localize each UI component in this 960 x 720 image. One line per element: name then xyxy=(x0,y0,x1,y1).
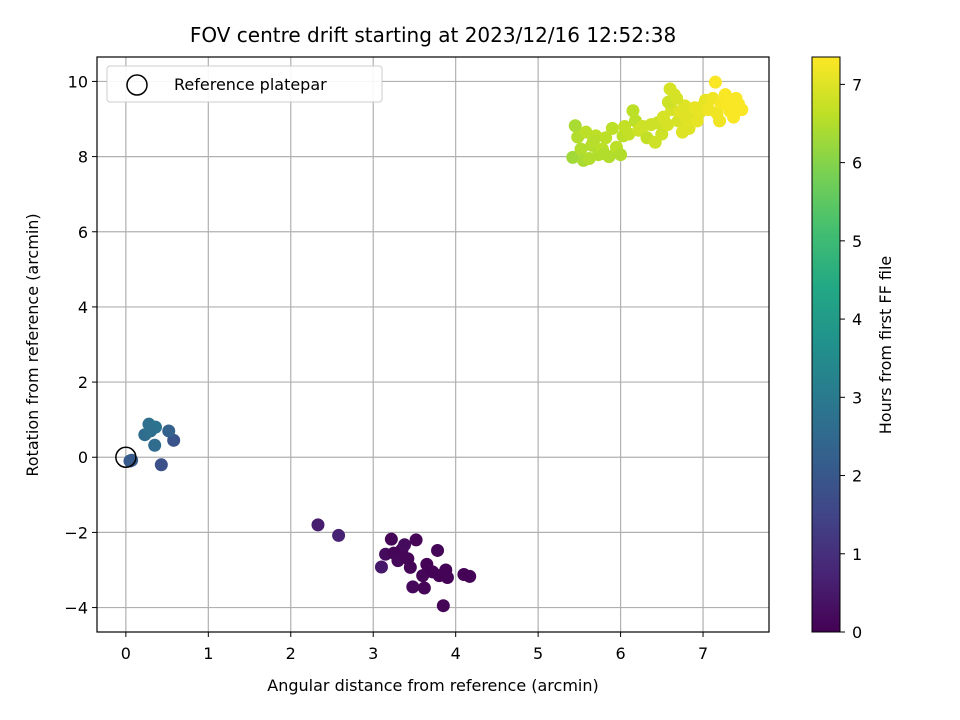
data-point xyxy=(162,424,176,438)
x-tick-label: 6 xyxy=(615,644,625,663)
y-tick-label: 4 xyxy=(78,298,88,317)
legend-box xyxy=(106,65,383,103)
data-point xyxy=(579,125,593,139)
colorbar-tick-label: 3 xyxy=(852,388,862,407)
y-tick-label: 6 xyxy=(78,223,88,242)
data-point xyxy=(431,543,445,557)
data-point xyxy=(718,88,732,102)
data-point xyxy=(416,569,430,583)
data-point xyxy=(614,148,628,162)
data-point xyxy=(574,142,588,156)
data-point xyxy=(406,580,420,594)
data-point xyxy=(586,135,600,149)
colorbar-tick-label: 1 xyxy=(852,545,862,564)
data-point xyxy=(568,119,582,133)
data-point xyxy=(436,599,450,613)
x-tick-label: 1 xyxy=(203,644,213,663)
data-point xyxy=(374,560,388,574)
y-tick-label: −2 xyxy=(64,523,88,542)
data-point xyxy=(144,424,158,438)
y-tick-label: 2 xyxy=(78,373,88,392)
x-tick-label: 4 xyxy=(451,644,461,663)
chart-title: FOV centre drift starting at 2023/12/16 … xyxy=(190,23,676,47)
x-axis-ticks: 0 1 2 3 4 5 6 7 xyxy=(121,632,708,663)
data-point xyxy=(384,532,398,546)
colorbar-tick-label: 7 xyxy=(852,75,862,94)
x-tick-label: 3 xyxy=(368,644,378,663)
colorbar-tick-label: 5 xyxy=(852,232,862,251)
data-point xyxy=(566,150,580,164)
x-tick-label: 0 xyxy=(121,644,131,663)
data-point xyxy=(311,518,325,532)
data-point xyxy=(403,560,417,574)
data-point xyxy=(154,458,168,472)
data-point xyxy=(708,75,722,89)
x-tick-label: 7 xyxy=(698,644,708,663)
data-point xyxy=(148,438,162,452)
y-axis-label: Rotation from reference (arcmin) xyxy=(23,213,42,476)
y-tick-label: 8 xyxy=(78,148,88,167)
data-point xyxy=(661,118,675,132)
y-axis-ticks: −4 −2 0 2 4 6 8 10 xyxy=(64,72,97,618)
grid xyxy=(97,57,769,632)
y-tick-label: 10 xyxy=(68,72,88,91)
data-point xyxy=(398,538,412,552)
colorbar-tick-label: 0 xyxy=(852,623,862,642)
data-point xyxy=(409,533,423,547)
y-tick-label: 0 xyxy=(78,448,88,467)
x-axis-label: Angular distance from reference (arcmin) xyxy=(267,676,598,695)
colorbar-tick-label: 6 xyxy=(852,154,862,173)
data-point xyxy=(605,121,619,135)
legend: Reference platepar xyxy=(106,65,383,103)
plot-frame xyxy=(96,56,770,633)
data-point xyxy=(391,554,405,568)
data-point xyxy=(599,131,613,145)
colorbar-label: Hours from first FF file xyxy=(876,256,895,435)
data-point xyxy=(622,127,636,141)
reference-platepar-marker xyxy=(115,446,137,468)
data-point xyxy=(713,114,727,128)
x-tick-label: 2 xyxy=(286,644,296,663)
data-point xyxy=(125,453,139,467)
data-point xyxy=(626,104,640,118)
colorbar xyxy=(811,56,841,633)
data-point xyxy=(727,110,741,124)
data-point xyxy=(735,103,749,117)
colorbar-tick-label: 2 xyxy=(852,467,862,486)
scatter-points xyxy=(123,75,749,613)
data-point xyxy=(655,127,669,141)
data-point xyxy=(440,571,454,585)
colorbar-ticks: 0 1 2 3 4 5 6 7 xyxy=(840,75,862,642)
data-point xyxy=(417,581,431,595)
data-point xyxy=(463,569,477,583)
data-point xyxy=(670,91,684,105)
colorbar-tick-label: 4 xyxy=(852,310,862,329)
x-tick-label: 5 xyxy=(533,644,543,663)
legend-entry-reference: Reference platepar xyxy=(174,75,327,94)
legend-marker-icon xyxy=(126,74,148,96)
data-point xyxy=(332,528,346,542)
data-point xyxy=(597,147,611,161)
y-tick-label: −4 xyxy=(64,599,88,618)
data-point xyxy=(682,121,696,135)
